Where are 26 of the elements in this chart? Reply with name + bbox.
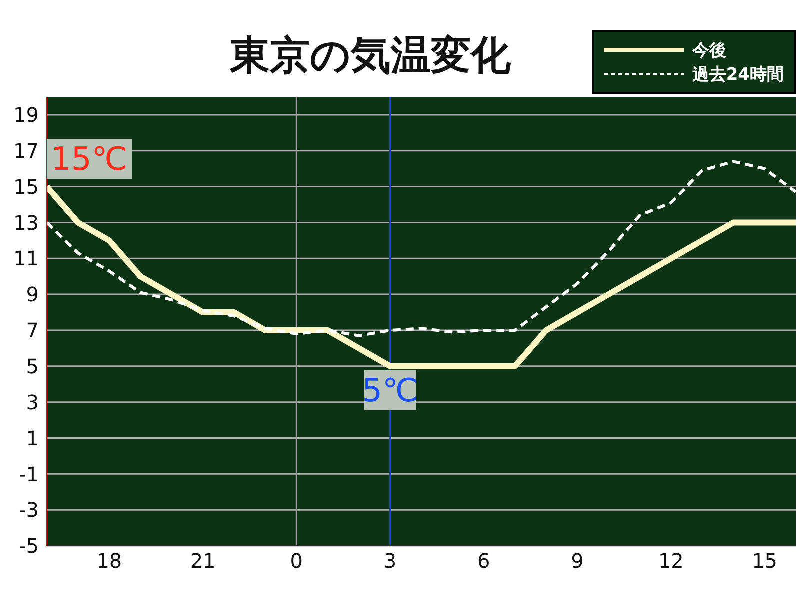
x-tick-label: 0 [290,549,304,574]
legend-label: 今後 [692,40,726,62]
x-tick-label: 9 [571,549,584,574]
y-tick-label: 17 [14,138,39,163]
y-tick-label: 5 [26,354,39,378]
legend-label: 過去24時間 [692,64,784,86]
x-tick-label: 12 [658,549,684,574]
y-tick-label: 13 [14,210,39,235]
y-tick-label: 11 [14,246,39,271]
chart-title: 東京の気温変化 [230,32,511,81]
label-box: 5℃ [362,370,418,410]
y-tick-label: -1 [19,462,39,486]
x-tick-label: 15 [752,549,778,574]
y-tick-label: -3 [19,498,39,522]
y-tick-label: 1 [26,426,39,450]
x-tick-label: 21 [190,549,216,574]
x-tick-label: 18 [96,549,122,574]
y-tick-label: 9 [26,282,39,307]
y-tick-label: 15 [14,174,39,199]
label-box: 15℃ [47,139,132,179]
x-tick-label: 6 [478,549,490,574]
y-tick-label: 19 [14,103,39,128]
y-tick-label: -5 [19,534,39,558]
y-tick-label: 7 [26,318,39,343]
x-tick-label: 3 [384,549,397,574]
y-tick-label: 3 [26,390,39,414]
